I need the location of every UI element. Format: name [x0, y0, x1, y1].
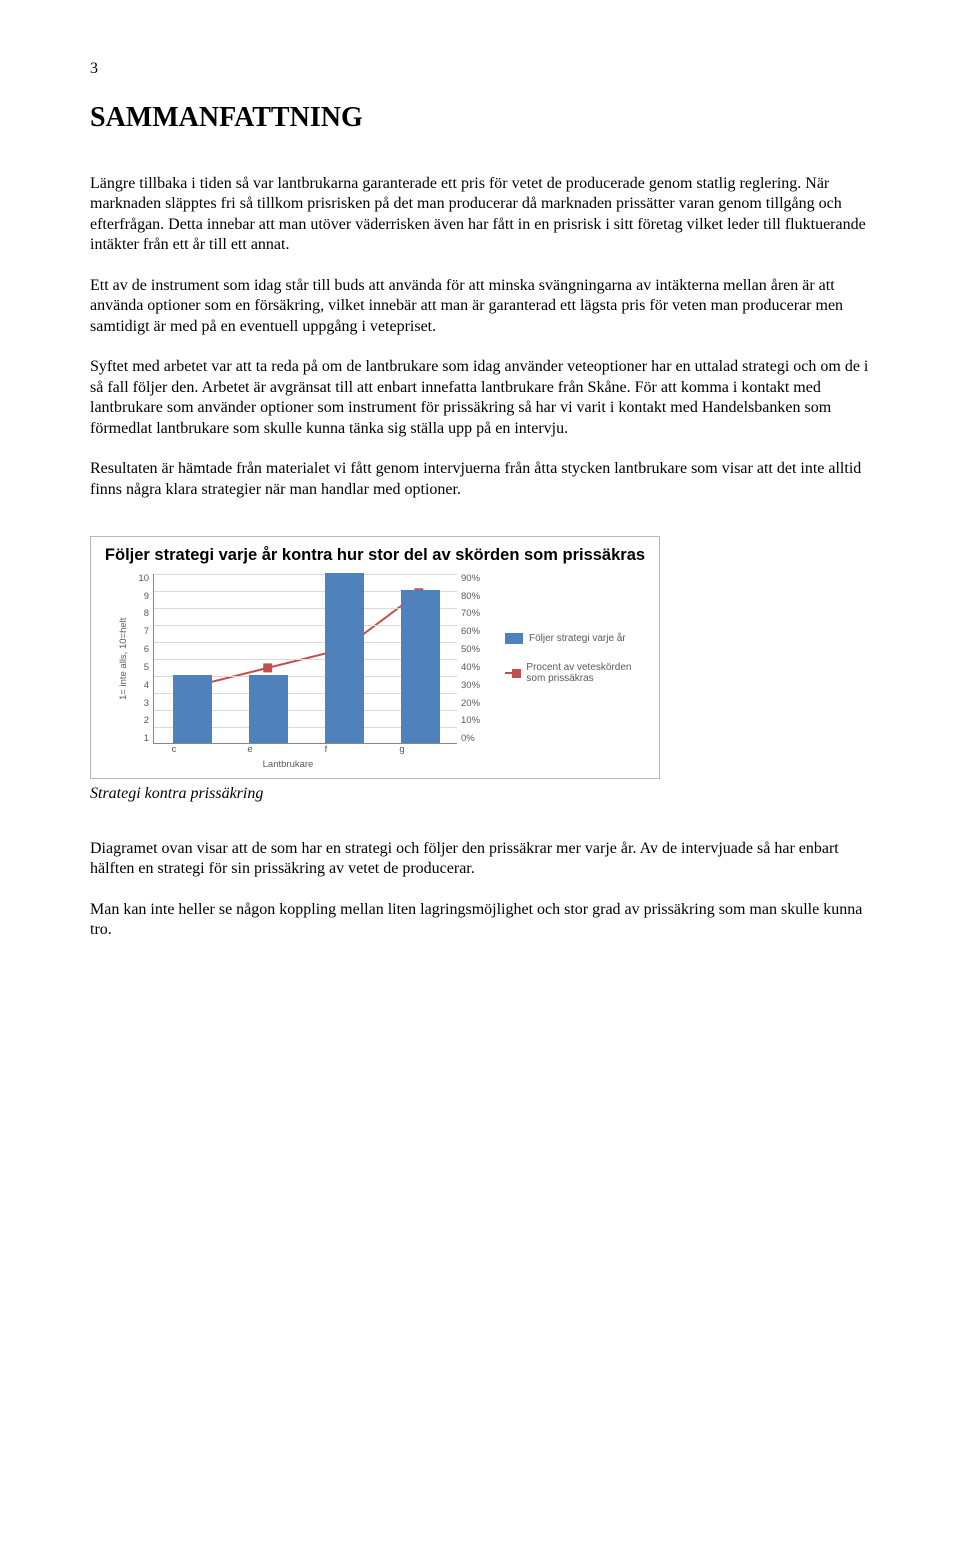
page-number: 3 [90, 60, 870, 78]
legend-item-line: Procent av veteskörden som prissäkras [505, 662, 649, 684]
line-marker [263, 663, 272, 672]
chart-plot-area [153, 574, 457, 744]
paragraph: Man kan inte heller se någon koppling me… [90, 900, 870, 941]
bar [249, 675, 288, 743]
chart-container: Följer strategi varje år kontra hur stor… [90, 536, 660, 779]
chart-caption: Strategi kontra prissäkring [90, 785, 870, 803]
chart-title: Följer strategi varje år kontra hur stor… [101, 545, 649, 566]
chart-legend: Följer strategi varje år Procent av vete… [495, 574, 649, 744]
legend-label: Procent av veteskörden som prissäkras [526, 662, 649, 684]
x-axis-label: Lantbrukare [136, 759, 440, 770]
paragraph: Längre tillbaka i tiden så var lantbruka… [90, 174, 870, 256]
x-ticks: cefg [136, 744, 440, 755]
bar [173, 675, 212, 743]
line-swatch-icon [505, 672, 520, 674]
bar [401, 590, 440, 743]
legend-item-bar: Följer strategi varje år [505, 633, 649, 644]
paragraph: Resultaten är hämtade från materialet vi… [90, 459, 870, 500]
paragraph: Syftet med arbetet var att ta reda på om… [90, 357, 870, 439]
bar-swatch-icon [505, 633, 523, 644]
bar [325, 573, 364, 743]
y2-ticks: 90%80%70%60%50%40%30%20%10%0% [457, 574, 495, 744]
legend-label: Följer strategi varje år [529, 633, 626, 644]
y-ticks: 10987654321 [129, 574, 153, 744]
paragraph: Diagramet ovan visar att de som har en s… [90, 839, 870, 880]
paragraph: Ett av de instrument som idag står till … [90, 276, 870, 337]
section-heading: SAMMANFATTNING [90, 102, 870, 134]
y-axis-label: 1= inte alls, 10=helt [116, 574, 129, 744]
